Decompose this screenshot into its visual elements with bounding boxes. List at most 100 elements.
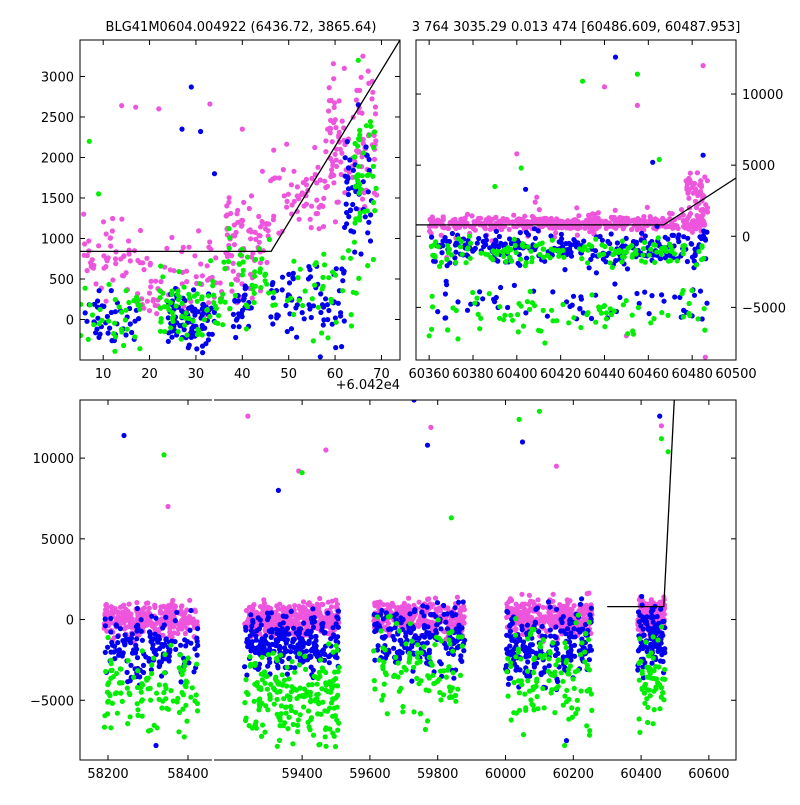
- data-point: [326, 308, 331, 313]
- data-point: [469, 213, 474, 218]
- data-point: [259, 622, 264, 627]
- data-point: [355, 143, 360, 148]
- data-point: [309, 629, 314, 634]
- data-point: [391, 604, 396, 609]
- data-point: [441, 692, 446, 697]
- data-point: [395, 650, 400, 655]
- data-point: [164, 706, 169, 711]
- data-point: [455, 595, 460, 600]
- data-point: [268, 696, 273, 701]
- data-point: [522, 214, 527, 219]
- data-point: [459, 634, 464, 639]
- data-point: [179, 127, 184, 132]
- x-tick-label: 60400: [496, 367, 537, 382]
- data-point: [264, 640, 269, 645]
- data-point: [610, 265, 615, 270]
- data-point: [685, 182, 690, 187]
- data-point: [104, 299, 109, 304]
- data-point: [604, 316, 609, 321]
- data-point: [99, 318, 104, 323]
- data-point: [703, 355, 708, 360]
- data-point: [659, 252, 664, 257]
- data-point: [187, 628, 192, 633]
- data-point: [103, 650, 108, 655]
- data-point: [497, 234, 502, 239]
- data-point: [276, 313, 281, 318]
- data-point: [135, 707, 140, 712]
- data-point: [525, 299, 530, 304]
- data-point: [446, 250, 451, 255]
- data-point: [456, 600, 461, 605]
- data-point: [446, 664, 451, 669]
- data-point: [441, 217, 446, 222]
- data-point: [104, 231, 109, 236]
- y-tick-label: 500: [49, 273, 74, 288]
- data-point: [210, 332, 215, 337]
- data-point: [162, 622, 167, 627]
- data-point: [531, 599, 536, 604]
- data-point: [147, 629, 152, 634]
- data-point: [308, 693, 313, 698]
- data-point: [333, 598, 338, 603]
- data-point: [371, 145, 376, 150]
- data-point: [607, 241, 612, 246]
- data-point: [501, 254, 506, 259]
- data-point: [507, 644, 512, 649]
- data-point: [321, 252, 326, 257]
- data-point: [132, 319, 137, 324]
- data-point: [440, 243, 445, 248]
- data-point: [241, 200, 246, 205]
- data-point: [252, 269, 257, 274]
- data-point: [661, 619, 666, 624]
- data-point: [189, 326, 194, 331]
- data-point: [282, 650, 287, 655]
- data-point: [103, 623, 108, 628]
- data-point: [177, 295, 182, 300]
- data-point: [158, 295, 163, 300]
- data-point: [641, 627, 646, 632]
- data-point: [168, 325, 173, 330]
- data-point: [275, 665, 280, 670]
- data-point: [369, 96, 374, 101]
- data-point: [120, 699, 125, 704]
- data-point: [349, 312, 354, 317]
- data-point: [323, 138, 328, 143]
- data-point: [125, 686, 130, 691]
- data-point: [451, 670, 456, 675]
- data-point: [181, 618, 186, 623]
- data-point: [465, 212, 470, 217]
- data-point: [523, 187, 528, 192]
- data-point: [286, 715, 291, 720]
- data-point: [620, 239, 625, 244]
- data-point: [366, 69, 371, 74]
- data-point: [448, 619, 453, 624]
- data-point: [550, 318, 555, 323]
- data-point: [227, 246, 232, 251]
- data-point: [402, 601, 407, 606]
- data-point: [430, 294, 435, 299]
- data-point: [247, 206, 252, 211]
- data-point: [138, 260, 143, 265]
- data-point: [154, 691, 159, 696]
- data-point: [333, 125, 338, 130]
- data-point: [108, 629, 113, 634]
- data-point: [265, 687, 270, 692]
- data-point: [700, 245, 705, 250]
- data-point: [149, 671, 154, 676]
- data-point: [578, 602, 583, 607]
- data-point: [572, 686, 577, 691]
- data-point: [276, 488, 281, 493]
- data-point: [162, 670, 167, 675]
- data-point: [649, 293, 654, 298]
- data-point: [315, 682, 320, 687]
- data-point: [134, 600, 139, 605]
- data-point: [644, 696, 649, 701]
- data-point: [206, 293, 211, 298]
- data-point: [705, 205, 710, 210]
- data-point: [586, 637, 591, 642]
- data-point: [380, 645, 385, 650]
- data-point: [108, 650, 113, 655]
- data-point: [319, 330, 324, 335]
- data-point: [651, 721, 656, 726]
- data-point: [332, 670, 337, 675]
